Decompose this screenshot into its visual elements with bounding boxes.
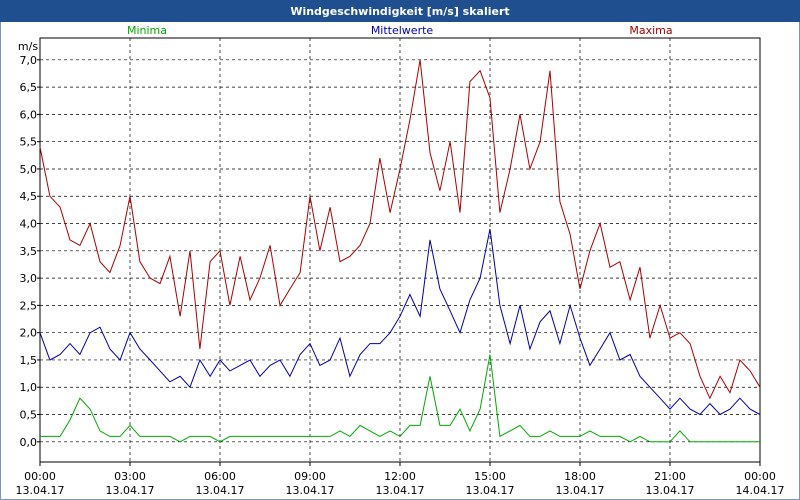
legend-entry: Minima	[127, 24, 167, 37]
y-tick-label: 7,0	[20, 54, 38, 67]
y-tick-label: 6,5	[20, 81, 38, 94]
y-tick-label: 5,0	[20, 163, 38, 176]
x-tick-label: 15:00	[474, 470, 506, 483]
x-tick-date: 13.04.17	[106, 484, 155, 497]
legend-entry: Mittelwerte	[371, 24, 434, 37]
y-tick-label: 1,5	[20, 354, 38, 367]
x-tick-label: 18:00	[564, 470, 596, 483]
series-line	[39, 59, 761, 400]
x-tick-date: 13.04.17	[556, 484, 605, 497]
x-tick-label: 09:00	[294, 470, 326, 483]
y-tick-label: 0,0	[20, 436, 38, 449]
legend-entry: Maxima	[629, 24, 672, 37]
x-tick-date: 13.04.17	[196, 484, 245, 497]
x-tick-label: 06:00	[204, 470, 236, 483]
x-tick-label: 21:00	[654, 470, 686, 483]
title-bar	[0, 0, 800, 22]
y-tick-label: 6,0	[20, 108, 38, 121]
y-tick-label: 5,5	[20, 136, 38, 149]
x-tick-date: 13.04.17	[16, 484, 65, 497]
y-axis-label: m/s	[18, 40, 38, 53]
x-tick-label: 03:00	[114, 470, 146, 483]
x-tick-label: 00:00	[24, 470, 56, 483]
y-tick-label: 3,0	[20, 272, 38, 285]
y-tick-label: 2,5	[20, 299, 38, 312]
series-line	[40, 354, 760, 443]
x-tick-date: 13.04.17	[286, 484, 335, 497]
x-tick-label: 12:00	[384, 470, 416, 483]
x-tick-date: 13.04.17	[646, 484, 695, 497]
x-tick-date: 13.04.17	[376, 484, 425, 497]
x-tick-date: 13.04.17	[466, 484, 515, 497]
y-tick-label: 2,0	[20, 327, 38, 340]
x-tick-label: 00:00	[744, 470, 776, 483]
y-tick-label: 4,0	[20, 218, 38, 231]
y-tick-label: 0,5	[20, 409, 38, 422]
y-tick-label: 4,5	[20, 190, 38, 203]
y-tick-label: 1,0	[20, 381, 38, 394]
y-tick-label: 3,5	[20, 245, 38, 258]
chart-title: Windgeschwindigkeit [m/s] skaliert	[290, 5, 509, 18]
series-line	[39, 228, 761, 416]
x-tick-date: 14.04.17	[736, 484, 785, 497]
